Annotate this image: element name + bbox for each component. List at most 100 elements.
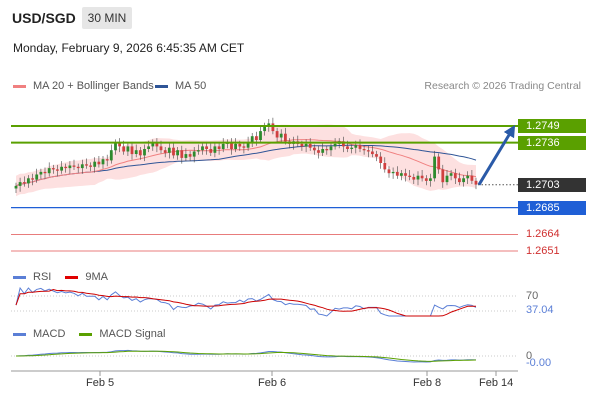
- price-label-resistance-2: 1.2736: [518, 135, 586, 150]
- candle: [267, 123, 271, 126]
- candle: [27, 178, 30, 184]
- candle: [304, 143, 308, 147]
- candle: [246, 142, 250, 148]
- candle: [321, 149, 325, 153]
- candle: [89, 165, 92, 167]
- candle: [279, 133, 283, 138]
- legend-rsi: RSI 9MA: [13, 271, 108, 283]
- x-tick-label-feb5: Feb 5: [86, 377, 115, 389]
- candle: [118, 142, 121, 147]
- candle: [14, 185, 18, 189]
- candle: [474, 180, 478, 185]
- candle: [101, 159, 105, 165]
- candle: [68, 165, 72, 169]
- candle: [238, 143, 242, 147]
- candle: [391, 171, 395, 174]
- candle: [97, 161, 101, 165]
- rsi-current-label: 37.04: [526, 304, 554, 316]
- candle: [462, 178, 465, 183]
- legend-ma20: MA 20 + Bollinger Bands: [13, 80, 154, 92]
- candle: [159, 146, 163, 151]
- bollinger-band: [16, 124, 476, 197]
- candle: [387, 169, 391, 174]
- candle: [358, 145, 362, 149]
- candle: [47, 168, 51, 174]
- legend-ma20-label: MA 20 + Bollinger Bands: [33, 80, 154, 92]
- candle: [31, 178, 34, 180]
- candle: [217, 146, 221, 149]
- candle: [230, 142, 233, 149]
- candle: [192, 151, 196, 157]
- candle: [354, 145, 358, 148]
- timeframe-button[interactable]: 30 MIN: [82, 7, 132, 29]
- candle: [342, 141, 345, 147]
- candle: [242, 146, 246, 148]
- price-label-current: 1.2703: [518, 177, 586, 192]
- candle: [255, 136, 258, 140]
- pair-title: USD/SGD: [12, 10, 76, 26]
- candle: [76, 166, 80, 169]
- forecast-arrow: [477, 124, 516, 186]
- macd-signal-swatch: [79, 332, 93, 336]
- candle: [80, 164, 84, 169]
- candle: [134, 150, 138, 154]
- candle: [143, 149, 146, 156]
- rsi-ma-swatch: [65, 275, 79, 279]
- legend-ma50: MA 50: [155, 80, 206, 92]
- candle: [93, 161, 97, 167]
- candle: [371, 151, 374, 155]
- credit-text: Research © 2026 Trading Central: [424, 80, 581, 92]
- candle: [22, 182, 26, 184]
- candle: [317, 150, 320, 153]
- candle: [167, 147, 171, 153]
- candle: [184, 154, 188, 158]
- candle: [155, 142, 159, 147]
- x-tick-label-feb14: Feb 14: [479, 377, 514, 389]
- price-label-support-2: 1.2651: [526, 245, 560, 257]
- legend-rsi-ma-label: 9MA: [85, 271, 108, 283]
- candle: [408, 175, 412, 177]
- macd-signal-line: [16, 350, 477, 362]
- macd-zero-label: 0: [526, 350, 533, 362]
- candle: [375, 154, 378, 157]
- candle: [433, 156, 436, 179]
- legend-macd-label: MACD: [33, 328, 66, 340]
- candle: [60, 166, 63, 171]
- candle: [122, 146, 126, 152]
- candle: [300, 143, 304, 147]
- rsi-ma-line: [15, 288, 476, 317]
- candles: [14, 117, 478, 193]
- legend-rsi-label: RSI: [33, 271, 52, 283]
- candle: [284, 133, 287, 142]
- candle: [188, 154, 192, 157]
- price-label-pivot: 1.2685: [518, 200, 586, 215]
- chart-datetime: Monday, February 9, 2026 6:45:35 AM CET: [13, 41, 245, 55]
- candle: [64, 166, 68, 169]
- price-label-support-1: 1.2664: [526, 228, 560, 241]
- x-tick-label-feb8: Feb 8: [413, 377, 442, 389]
- candle: [51, 168, 55, 170]
- rsi-level-label: 70: [526, 290, 539, 302]
- legend-macd: MACD MACD Signal: [13, 328, 165, 340]
- candle: [458, 178, 461, 183]
- candle: [138, 150, 142, 156]
- candle: [147, 146, 150, 149]
- rsi-swatch: [13, 275, 26, 279]
- candle: [400, 173, 403, 176]
- ma20-line: [15, 139, 477, 187]
- candle: [263, 126, 266, 132]
- candle: [441, 169, 445, 183]
- candle: [176, 150, 179, 156]
- candle: [130, 146, 134, 155]
- candle: [172, 147, 175, 156]
- candle: [201, 146, 204, 151]
- x-tick-label-feb6: Feb 6: [258, 377, 287, 389]
- candle: [180, 150, 184, 158]
- candle: [234, 143, 237, 149]
- macd-swatch: [13, 332, 26, 336]
- candle: [56, 169, 59, 171]
- candle: [308, 143, 312, 148]
- candle: [362, 149, 366, 151]
- candle: [313, 147, 316, 151]
